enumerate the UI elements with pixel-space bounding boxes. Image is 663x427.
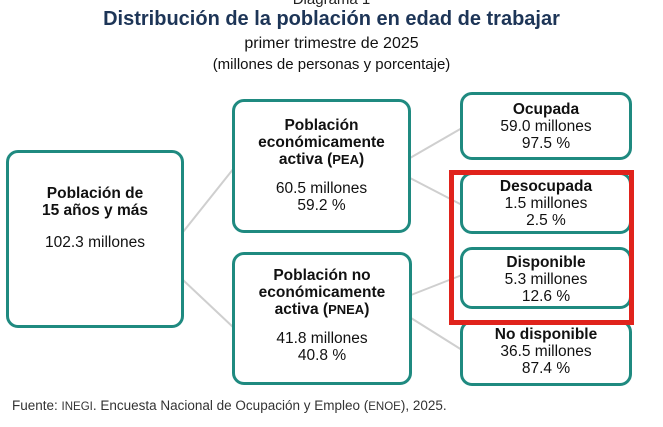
node-desocupada: Desocupada 1.5 millones 2.5 % <box>460 172 632 234</box>
no-disponible-label: No disponible <box>494 326 598 343</box>
pnea-percent: 40.8 % <box>297 347 347 364</box>
page-title: Distribución de la población en edad de … <box>103 8 560 30</box>
disponible-value: 5.3 millones <box>504 271 588 288</box>
total-value: 102.3 millones <box>45 234 145 251</box>
pnea-label-line2: económicamente <box>258 284 386 301</box>
node-ocupada: Ocupada 59.0 millones 97.5 % <box>460 92 632 160</box>
diagram-number: Diagrama 1 <box>0 0 663 8</box>
desocupada-label: Desocupada <box>499 178 593 195</box>
pea-label-line3: activa (PEA) <box>278 151 365 168</box>
pnea-abbr: PNEA <box>328 302 365 317</box>
node-total-population: Población de 15 años y más 102.3 millone… <box>6 150 184 328</box>
node-disponible: Disponible 5.3 millones 12.6 % <box>460 247 632 309</box>
pea-label-line2: económicamente <box>258 134 385 151</box>
desocupada-percent: 2.5 % <box>526 212 566 229</box>
desocupada-value: 1.5 millones <box>504 195 588 212</box>
connector-pnea-nodisponible <box>410 317 463 351</box>
total-label-line1: Población de <box>46 185 144 202</box>
connector-total-pnea <box>182 279 235 329</box>
connector-total-pea <box>182 167 235 233</box>
ocupada-value: 59.0 millones <box>500 118 592 135</box>
pea-abbr: PEA <box>332 152 359 167</box>
source-note: Fuente: INEGI. Encuesta Nacional de Ocup… <box>12 398 447 413</box>
node-pnea: Población no económicamente activa (PNEA… <box>232 252 412 385</box>
source-org: INEGI <box>61 401 93 413</box>
highlight-frame <box>449 170 634 325</box>
disponible-percent: 12.6 % <box>521 288 571 305</box>
no-disponible-percent: 87.4 % <box>521 360 571 377</box>
node-pea: Población económicamente activa (PEA) 60… <box>232 99 411 233</box>
pea-percent: 59.2 % <box>297 197 346 214</box>
pea-value: 60.5 millones <box>275 180 368 197</box>
connector-pea-ocupada <box>409 127 463 159</box>
source-abbr: ENOE <box>368 401 401 413</box>
no-disponible-value: 36.5 millones <box>500 343 592 360</box>
pnea-label-line3: activa (PNEA) <box>274 301 370 318</box>
subtitle: primer trimestre de 2025 <box>244 35 419 52</box>
pnea-value: 41.8 millones <box>276 330 368 347</box>
pnea-label-line1: Población no <box>273 267 371 284</box>
ocupada-percent: 97.5 % <box>521 135 571 152</box>
total-label-line2: 15 años y más <box>42 202 148 219</box>
ocupada-label: Ocupada <box>512 101 580 118</box>
pea-label-line1: Población <box>284 117 359 134</box>
units-note: (millones de personas y porcentaje) <box>212 56 451 73</box>
node-no-disponible: No disponible 36.5 millones 87.4 % <box>460 320 632 386</box>
disponible-label: Disponible <box>506 254 586 271</box>
